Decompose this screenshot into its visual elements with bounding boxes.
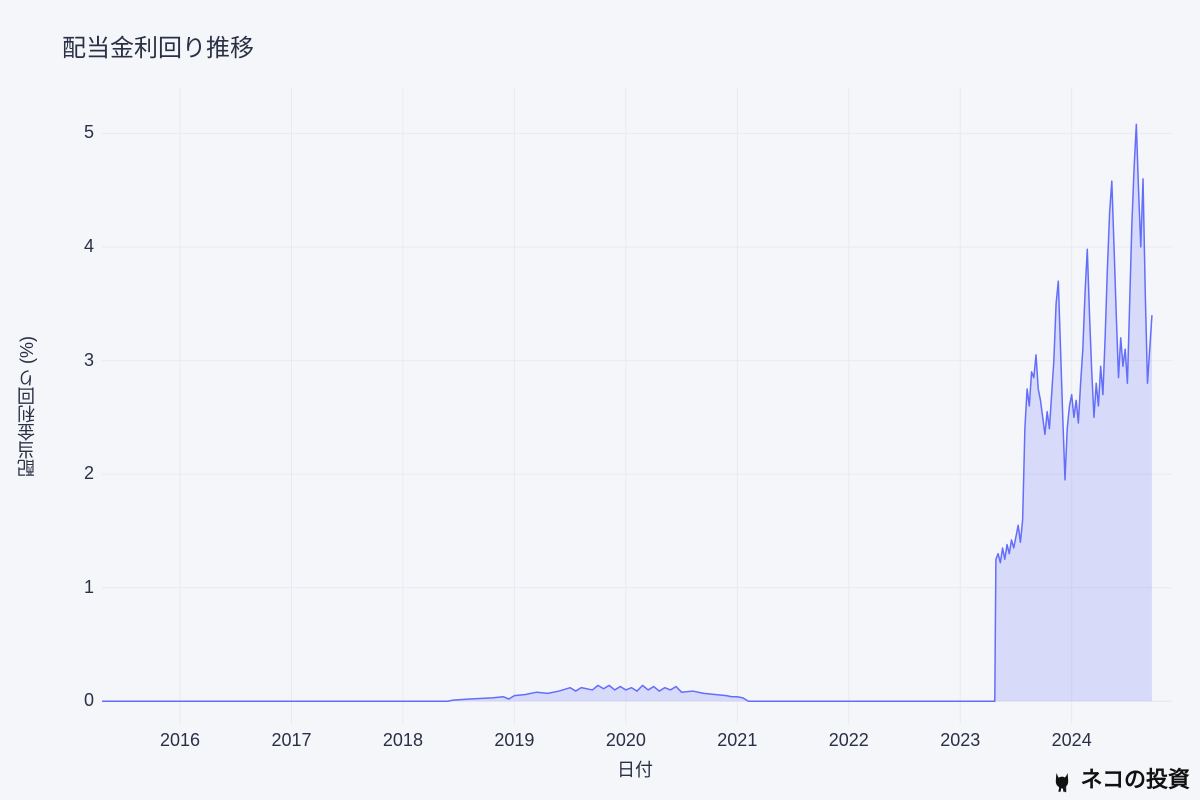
- y-tick-label: 1: [44, 577, 94, 598]
- chart-title: 配当金利回り推移: [62, 28, 254, 63]
- x-tick-label: 2024: [1052, 730, 1092, 751]
- x-tick-label: 2018: [383, 730, 423, 751]
- y-tick-label: 3: [44, 350, 94, 371]
- x-tick-label: 2019: [494, 730, 534, 751]
- watermark-text: ネコの投資: [1080, 762, 1190, 794]
- x-axis-title: 日付: [617, 756, 653, 782]
- x-tick-label: 2021: [717, 730, 757, 751]
- x-tick-label: 2022: [829, 730, 869, 751]
- x-tick-label: 2016: [160, 730, 200, 751]
- x-tick-label: 2020: [606, 730, 646, 751]
- chart-area: [102, 88, 1172, 724]
- y-axis-title: 配当金利回り (%): [14, 336, 40, 477]
- x-tick-label: 2017: [271, 730, 311, 751]
- watermark: ネコの投資: [1048, 762, 1190, 794]
- y-tick-label: 4: [44, 236, 94, 257]
- y-tick-label: 2: [44, 463, 94, 484]
- y-tick-label: 5: [44, 122, 94, 143]
- x-tick-label: 2023: [940, 730, 980, 751]
- cat-icon: [1048, 766, 1076, 794]
- y-tick-label: 0: [44, 690, 94, 711]
